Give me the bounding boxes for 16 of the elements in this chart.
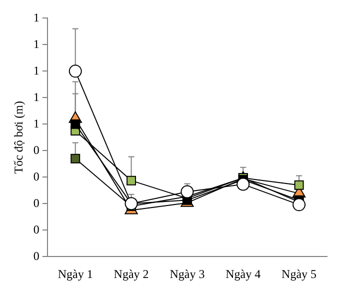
y-tick-label: 0 xyxy=(33,169,40,184)
x-tick-label: Ngày 2 xyxy=(114,266,149,281)
y-tick-label: 0 xyxy=(33,196,40,210)
x-tick-label: Ngày 1 xyxy=(58,266,93,281)
y-tick-label: 0 xyxy=(33,222,40,236)
y-tick-label: 1 xyxy=(33,10,40,24)
y-tick-label: 1 xyxy=(33,116,40,130)
y-tick-label: 0 xyxy=(33,142,40,157)
x-tick-label: Ngày 5 xyxy=(282,266,317,281)
y-tick-label: 1 xyxy=(33,90,40,104)
y-axis-title: Tốc độ bơi (m) xyxy=(11,101,26,174)
x-tick-label: Ngày 4 xyxy=(226,266,261,281)
x-tick-label: Ngày 3 xyxy=(170,266,205,281)
y-tick-label: 1 xyxy=(33,36,40,51)
y-tick-label: 1 xyxy=(33,63,40,78)
y-tick-label: 0 xyxy=(33,248,40,263)
